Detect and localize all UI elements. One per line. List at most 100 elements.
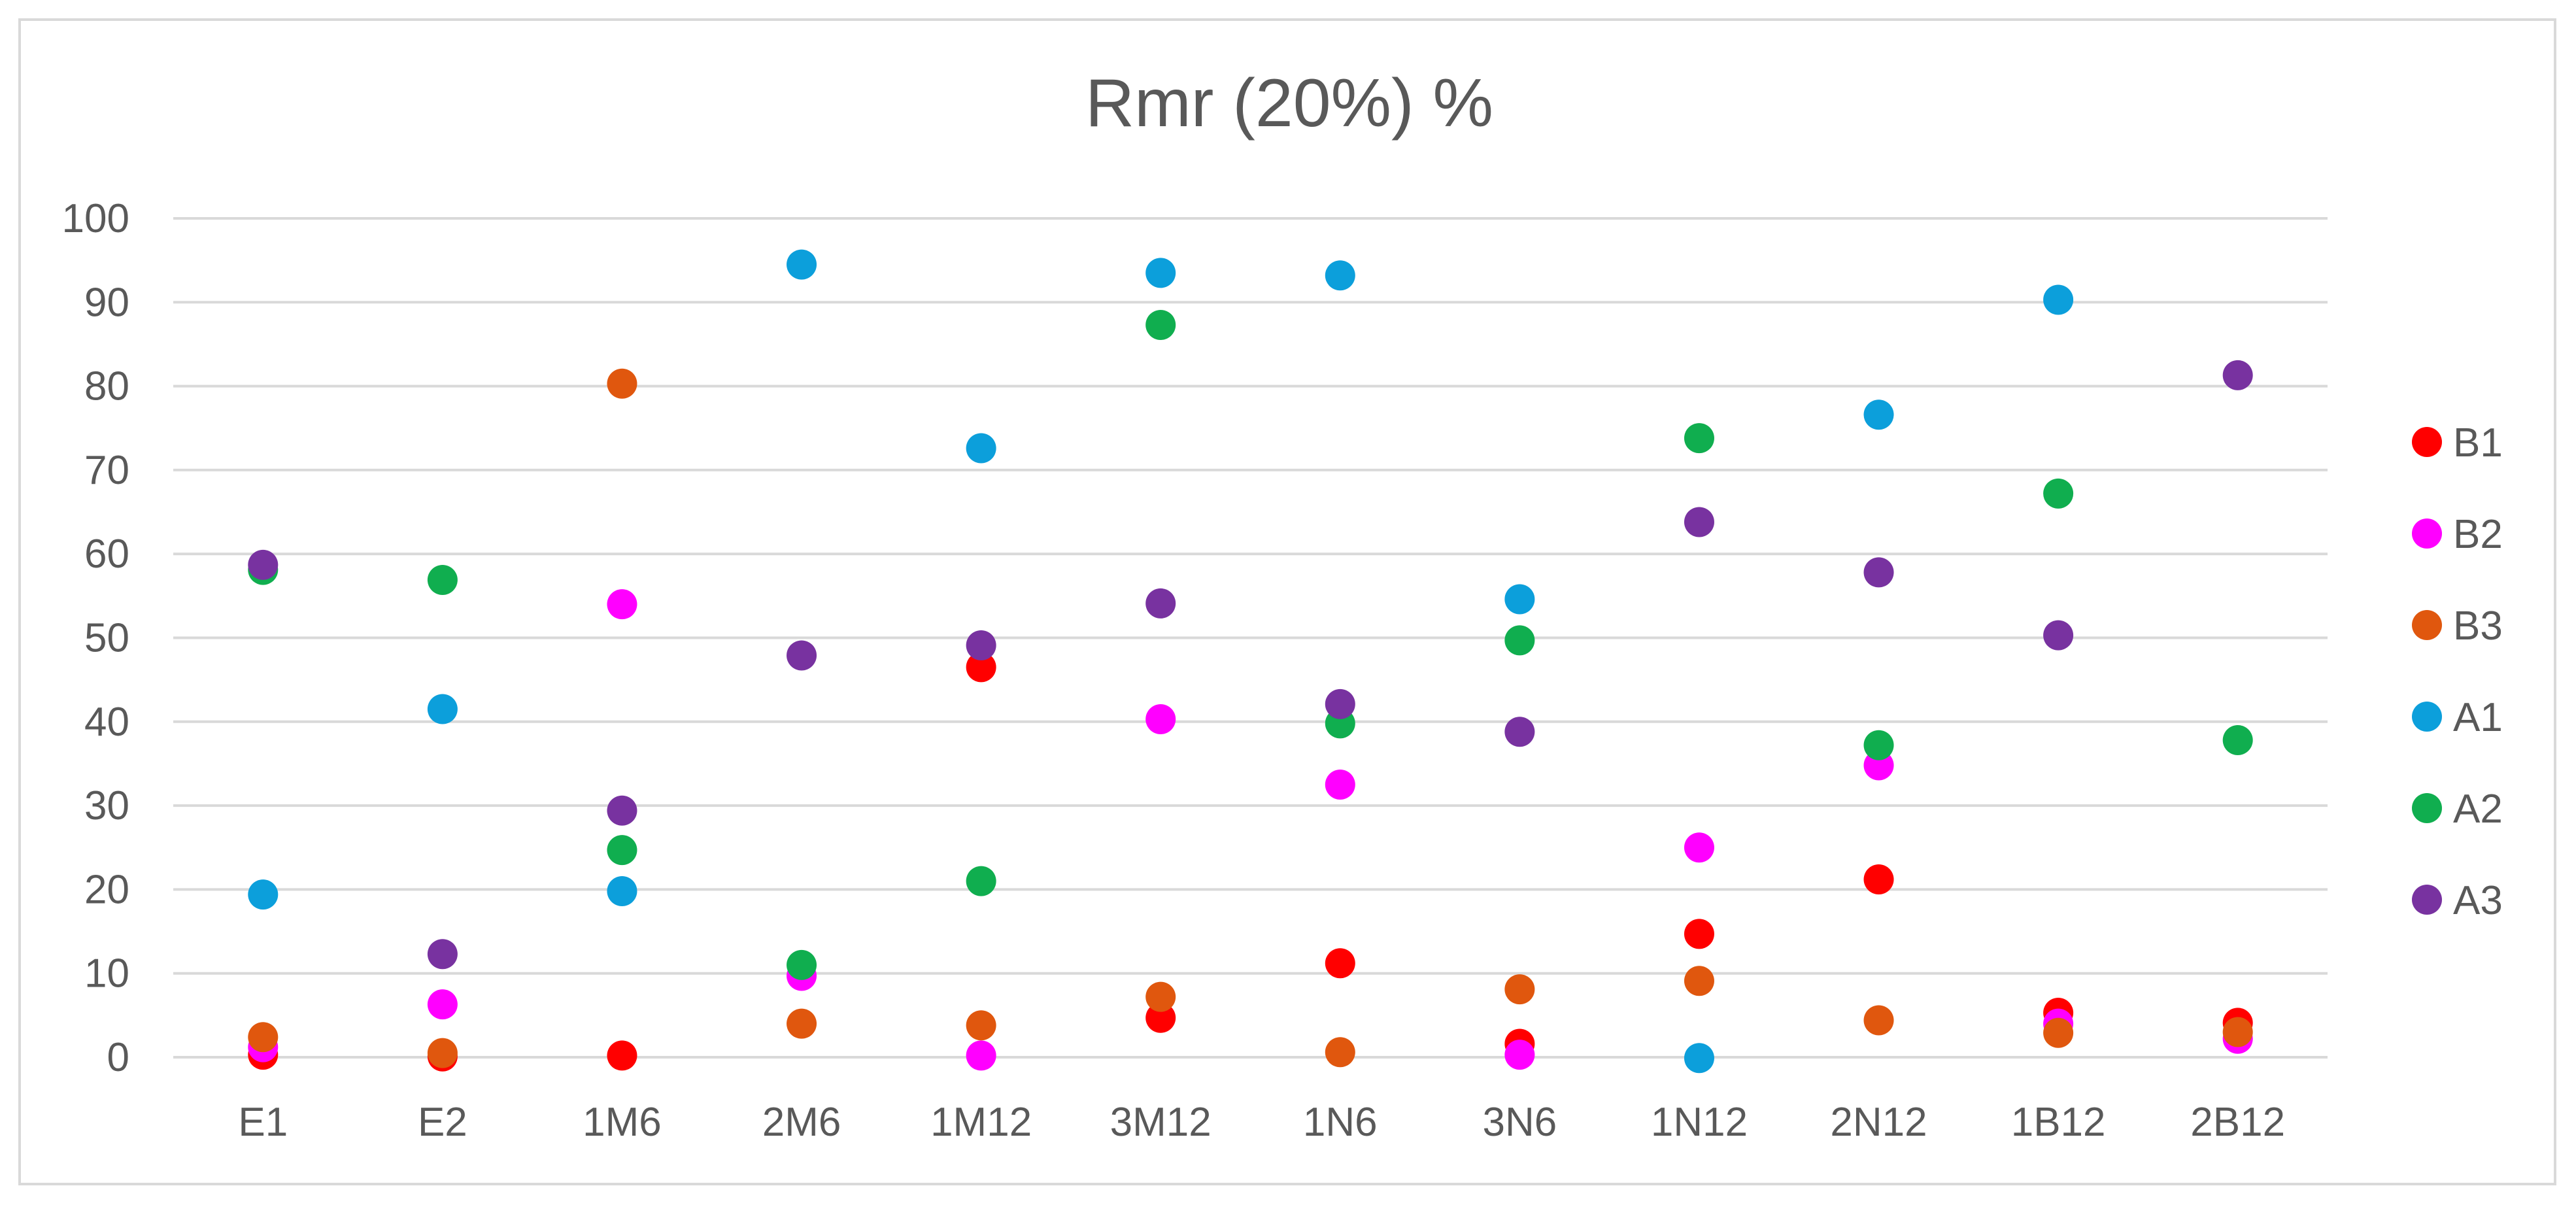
point-a2-2m6 bbox=[787, 949, 817, 980]
point-b1-3m12 bbox=[1145, 1002, 1176, 1033]
legend-marker-b1 bbox=[2412, 427, 2442, 457]
point-a2-2b12 bbox=[2222, 725, 2253, 756]
point-b3-1n6 bbox=[1325, 1037, 1355, 1068]
x-tick-label: 1B12 bbox=[2011, 1100, 2106, 1145]
point-a2-2n12 bbox=[1863, 730, 1894, 760]
point-b3-2m6 bbox=[787, 1008, 817, 1039]
point-a2-3n6 bbox=[1504, 625, 1535, 656]
point-b3-3n6 bbox=[1504, 974, 1535, 1005]
point-b3-2b12 bbox=[2222, 1017, 2253, 1047]
legend-label-b2: B2 bbox=[2453, 512, 2503, 557]
y-tick-label: 0 bbox=[107, 1035, 129, 1080]
legend-marker-a1 bbox=[2412, 702, 2442, 732]
point-a1-1b12 bbox=[2043, 284, 2074, 315]
y-tick-label: 20 bbox=[84, 867, 129, 912]
y-tick-label: 50 bbox=[84, 616, 129, 661]
point-b1-2n12 bbox=[1863, 864, 1894, 895]
x-tick-label: 3M12 bbox=[1110, 1100, 1212, 1145]
point-a3-3n6 bbox=[1504, 717, 1535, 747]
point-a3-1m6 bbox=[607, 795, 637, 826]
x-tick-label: E1 bbox=[238, 1100, 288, 1145]
point-a3-1b12 bbox=[2043, 620, 2074, 651]
point-b1-1n12 bbox=[1684, 919, 1714, 949]
point-a1-1n12 bbox=[1684, 1043, 1714, 1074]
point-a3-3m12 bbox=[1145, 588, 1176, 619]
x-tick-label: 2N12 bbox=[1830, 1100, 1927, 1145]
x-tick-label: 1M6 bbox=[583, 1100, 662, 1145]
point-a3-e2 bbox=[427, 939, 458, 970]
point-b1-1m12 bbox=[966, 652, 996, 683]
point-a1-1m6 bbox=[607, 875, 637, 906]
legend: B1 B2 B3 A1 A2 A3 bbox=[2412, 420, 2503, 923]
legend-label-b3: B3 bbox=[2453, 603, 2503, 649]
grid-lines bbox=[173, 217, 2328, 1059]
point-b2-1n12 bbox=[1684, 832, 1714, 863]
x-tick-label: 2M6 bbox=[762, 1100, 841, 1145]
y-tick-label: 40 bbox=[84, 700, 129, 745]
point-a3-e1 bbox=[248, 549, 279, 580]
legend-label-a2: A2 bbox=[2453, 787, 2503, 832]
x-tick-label: 1N6 bbox=[1303, 1100, 1378, 1145]
point-a3-1n12 bbox=[1684, 507, 1714, 537]
x-tick-label: 3N6 bbox=[1483, 1100, 1557, 1145]
point-a3-2m6 bbox=[787, 640, 817, 671]
point-a2-e2 bbox=[427, 564, 458, 595]
point-a2-1m6 bbox=[607, 835, 637, 866]
point-b3-1n12 bbox=[1684, 966, 1714, 996]
point-b2-1n6 bbox=[1325, 770, 1355, 800]
x-tick-label: 1N12 bbox=[1651, 1100, 1748, 1145]
point-b2-3n6 bbox=[1504, 1040, 1535, 1070]
x-axis-ticks: E1 E2 1M6 2M6 1M12 3M12 1N6 3N6 1N12 2N12 1B12 2B12 bbox=[238, 1100, 2285, 1145]
chart-title: Rmr (20%) % bbox=[1085, 65, 1493, 141]
point-b3-1m6 bbox=[607, 368, 637, 399]
point-b3-1b12 bbox=[2043, 1017, 2074, 1048]
point-a3-2b12 bbox=[2222, 360, 2253, 390]
legend-label-b1: B1 bbox=[2453, 420, 2503, 466]
x-tick-label: 1M12 bbox=[930, 1100, 1032, 1145]
point-a3-1m12 bbox=[966, 630, 996, 661]
point-b3-3m12 bbox=[1145, 981, 1176, 1012]
point-a1-e2 bbox=[427, 694, 458, 724]
point-a1-e1 bbox=[248, 879, 279, 910]
point-b2-e2 bbox=[427, 989, 458, 1020]
y-tick-label: 70 bbox=[84, 448, 129, 493]
point-a1-3m12 bbox=[1145, 258, 1176, 288]
point-a1-1n6 bbox=[1325, 260, 1355, 291]
point-a1-2n12 bbox=[1863, 399, 1894, 430]
y-tick-label: 90 bbox=[84, 280, 129, 325]
point-a1-2m6 bbox=[787, 249, 817, 280]
legend-marker-b2 bbox=[2412, 518, 2442, 549]
point-a2-1n12 bbox=[1684, 423, 1714, 454]
legend-label-a3: A3 bbox=[2453, 878, 2503, 923]
y-tick-label: 60 bbox=[84, 532, 129, 577]
y-tick-label: 100 bbox=[62, 196, 129, 241]
point-a3-2n12 bbox=[1863, 557, 1894, 588]
point-b2-1m6 bbox=[607, 589, 637, 620]
data-points bbox=[248, 249, 2253, 1074]
point-b2-3m12 bbox=[1145, 704, 1176, 734]
y-tick-label: 30 bbox=[84, 783, 129, 828]
point-a2-1m12 bbox=[966, 866, 996, 896]
x-tick-label: E2 bbox=[418, 1100, 467, 1145]
point-b1-1m6 bbox=[607, 1040, 637, 1071]
y-axis-ticks: 0 10 20 30 40 50 60 70 80 90 100 bbox=[62, 196, 129, 1080]
point-b3-e1 bbox=[248, 1022, 279, 1053]
point-a1-3n6 bbox=[1504, 584, 1535, 615]
point-a2-1b12 bbox=[2043, 478, 2074, 509]
point-b3-1m12 bbox=[966, 1010, 996, 1041]
point-a3-1n6 bbox=[1325, 688, 1355, 719]
legend-marker-b3 bbox=[2412, 610, 2442, 640]
y-tick-label: 80 bbox=[84, 364, 129, 409]
point-b2-1m12 bbox=[966, 1040, 996, 1071]
y-tick-label: 10 bbox=[84, 951, 129, 996]
legend-label-a1: A1 bbox=[2453, 695, 2503, 740]
point-a1-1m12 bbox=[966, 433, 996, 464]
legend-marker-a3 bbox=[2412, 885, 2442, 915]
legend-marker-a2 bbox=[2412, 793, 2442, 823]
point-b1-1n6 bbox=[1325, 948, 1355, 979]
x-tick-label: 2B12 bbox=[2190, 1100, 2285, 1145]
point-a2-3m12 bbox=[1145, 309, 1176, 340]
point-b3-2n12 bbox=[1863, 1005, 1894, 1036]
point-b3-e2 bbox=[427, 1038, 458, 1068]
